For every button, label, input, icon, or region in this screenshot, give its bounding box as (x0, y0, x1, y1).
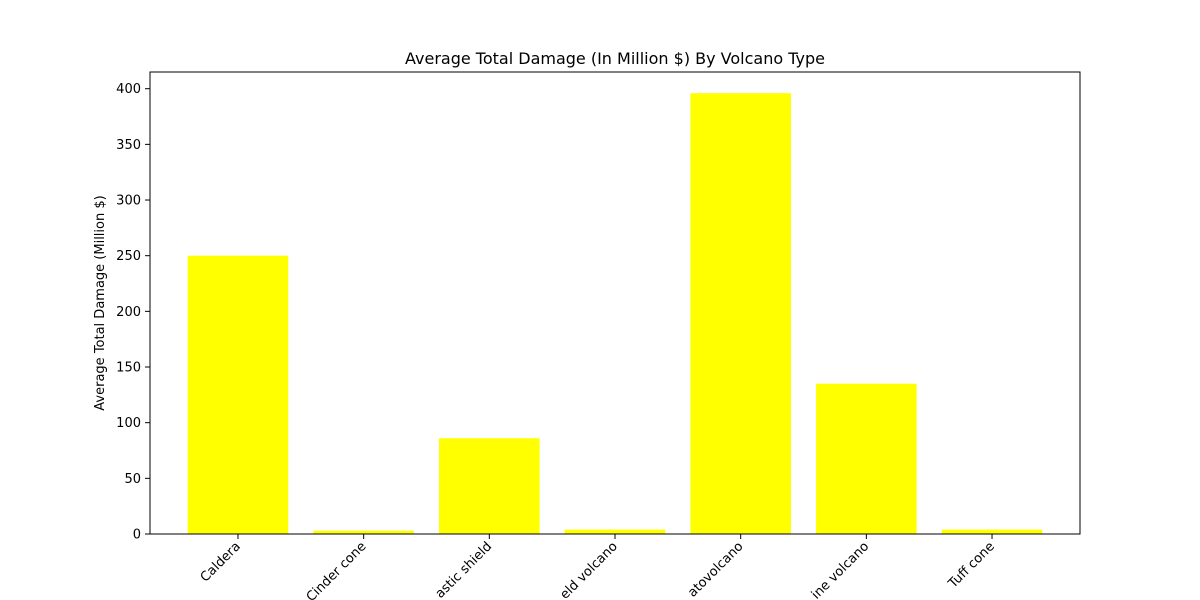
y-tick-label-0: 0 (133, 528, 141, 543)
x-tick-label-1: Cinder cone (304, 539, 370, 600)
y-tick-label-7: 350 (116, 138, 141, 153)
chart-title: Average Total Damage (In Million $) By V… (405, 49, 825, 68)
y-tick-label-1: 50 (124, 472, 141, 487)
bar-3 (564, 529, 666, 534)
plot-frame (149, 71, 1081, 535)
bar-5 (816, 383, 917, 534)
y-tick-label-5: 250 (116, 249, 141, 264)
y-tick-label-3: 150 (116, 361, 141, 376)
x-tick-label-4: atovolcano (685, 539, 746, 600)
y-tick-label-6: 300 (116, 194, 141, 209)
x-tick-label-3: eld volcano (557, 539, 620, 600)
plot-area: 0 50 100 150 200 250 300 350 400 Caldera Cinder co… (116, 82, 1043, 600)
bar-0 (187, 255, 289, 534)
x-tick-label-6: Tuff cone (945, 539, 998, 592)
y-tick-label-8: 400 (116, 82, 141, 97)
bar-6 (941, 529, 1043, 534)
x-tick-label-2: astic shield (433, 539, 495, 600)
bar-4 (690, 93, 791, 535)
x-tick-label-5: ine volcano (809, 539, 872, 600)
bar-1 (313, 530, 414, 534)
y-axis-label: Average Total Damage (Million $) (93, 195, 108, 410)
y-tick-label-2: 100 (116, 416, 141, 431)
x-tick-label-0: Caldera (198, 539, 244, 585)
y-tick-label-4: 200 (116, 305, 141, 320)
bar-2 (439, 438, 540, 534)
